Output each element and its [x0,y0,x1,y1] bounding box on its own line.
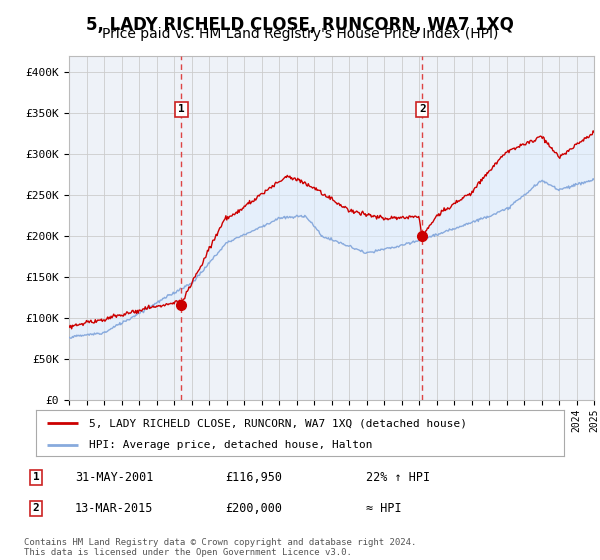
Text: 5, LADY RICHELD CLOSE, RUNCORN, WA7 1XQ: 5, LADY RICHELD CLOSE, RUNCORN, WA7 1XQ [86,16,514,34]
Text: 13-MAR-2015: 13-MAR-2015 [75,502,154,515]
Text: HPI: Average price, detached house, Halton: HPI: Average price, detached house, Halt… [89,440,372,450]
Text: 2: 2 [419,104,426,114]
Text: £200,000: £200,000 [225,502,282,515]
Text: 5, LADY RICHELD CLOSE, RUNCORN, WA7 1XQ (detached house): 5, LADY RICHELD CLOSE, RUNCORN, WA7 1XQ … [89,418,467,428]
Text: Contains HM Land Registry data © Crown copyright and database right 2024.
This d: Contains HM Land Registry data © Crown c… [24,538,416,557]
Text: 31-MAY-2001: 31-MAY-2001 [75,470,154,484]
Text: 2: 2 [32,503,40,514]
Text: Price paid vs. HM Land Registry's House Price Index (HPI): Price paid vs. HM Land Registry's House … [102,27,498,41]
Text: 1: 1 [32,472,40,482]
Text: 1: 1 [178,104,185,114]
Text: £116,950: £116,950 [225,470,282,484]
Text: ≈ HPI: ≈ HPI [366,502,401,515]
Text: 22% ↑ HPI: 22% ↑ HPI [366,470,430,484]
